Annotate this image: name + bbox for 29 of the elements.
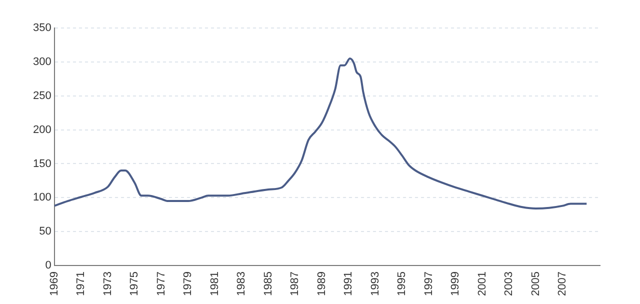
x-tick-label: 1993 [369, 272, 382, 296]
x-tick-label: 2003 [503, 272, 516, 296]
x-tick-label: 1991 [342, 272, 355, 296]
x-tick-label: 1985 [262, 272, 274, 296]
x-tick-label: 1999 [450, 272, 462, 296]
x-tick-label: 1987 [289, 272, 302, 296]
x-tick-label: 1969 [48, 272, 60, 296]
x-tick-label: 2005 [530, 272, 542, 296]
y-tick-label: 300 [32, 56, 52, 68]
y-tick-label: 0 [45, 260, 52, 272]
y-tick-label: 150 [32, 158, 52, 170]
y-tick-label: 250 [32, 90, 52, 102]
x-tick-label: 1977 [155, 272, 168, 296]
y-tick-label: 200 [32, 124, 52, 136]
x-tick-label: 1975 [128, 272, 141, 296]
x-tick-label: 1995 [396, 272, 408, 296]
x-tick-label: 1983 [236, 272, 248, 296]
x-tick-label: 2007 [556, 272, 569, 296]
line-series [54, 58, 588, 210]
y-tick-label: 100 [32, 192, 52, 204]
x-tick-label: 1971 [75, 272, 88, 296]
x-tick-label: 1973 [102, 272, 114, 296]
x-tick-label: 1989 [316, 272, 328, 296]
x-tick-label: 2001 [476, 272, 488, 296]
x-tick-label: 1981 [208, 272, 221, 296]
y-tick-label: 350 [32, 22, 52, 34]
x-tick-label: 1997 [422, 272, 435, 296]
y-tick-label: 50 [39, 226, 52, 238]
x-tick-label: 1979 [182, 272, 194, 296]
